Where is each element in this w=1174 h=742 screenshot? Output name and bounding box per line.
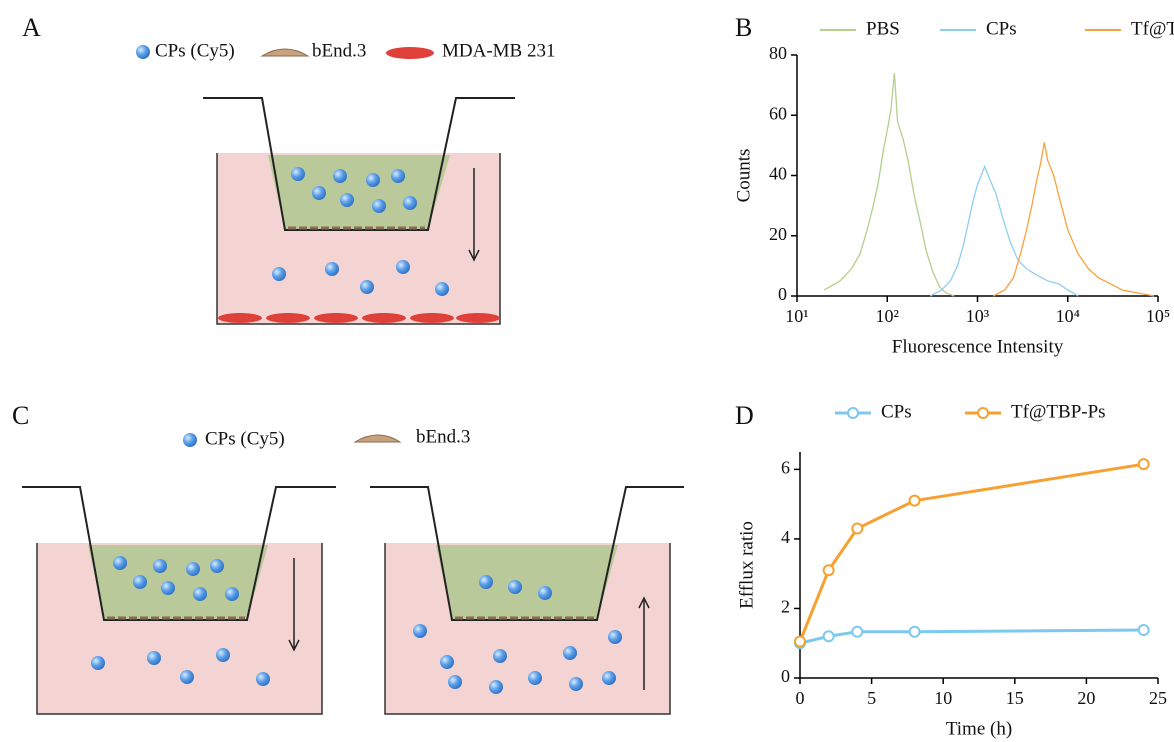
particles — [272, 167, 449, 296]
panel-label: C — [12, 401, 29, 430]
y-axis-title: Counts — [733, 149, 754, 203]
icon — [183, 433, 197, 447]
legend-label: PBS — [866, 18, 900, 39]
arrow — [288, 639, 300, 652]
legend-marker — [977, 407, 989, 419]
y-tick-label: 20 — [769, 224, 787, 244]
series-line — [798, 462, 1144, 643]
insert — [203, 97, 515, 231]
y-tick-label: 0 — [781, 666, 790, 686]
diagram-c: CPs (Cy5) bEnd.3 — [22, 426, 684, 715]
x-axis-title: Time (h) — [946, 718, 1012, 739]
y-tick-label: 80 — [769, 43, 787, 63]
data-point — [822, 564, 835, 577]
x-tick-label: 10³ — [966, 306, 990, 326]
legend-label: Tf@TBP-CPs — [1131, 18, 1174, 39]
legend-text: bEnd.3 — [416, 426, 470, 447]
well-wall — [36, 543, 323, 715]
legend-text: CPs (Cy5) — [205, 428, 285, 449]
data-point — [1137, 624, 1150, 637]
legend-label: Tf@TBP-Ps — [1011, 401, 1106, 422]
arrow — [638, 596, 650, 609]
particles — [91, 556, 622, 694]
y-tick-label: 6 — [781, 458, 790, 478]
icon — [353, 434, 402, 443]
icon — [386, 47, 434, 59]
data-point — [794, 635, 806, 648]
x-tick-label: 25 — [1149, 688, 1167, 708]
insert — [22, 486, 336, 621]
y-tick-label: 2 — [781, 597, 790, 617]
series-line — [993, 142, 1154, 297]
x-tick-label: 5 — [867, 688, 876, 708]
x-tick-label: 15 — [1006, 688, 1024, 708]
insert-medium — [436, 545, 618, 620]
legend-text: CPs (Cy5) — [155, 40, 235, 61]
legend-marker — [847, 407, 859, 419]
y-axis-title: Efflux ratio — [736, 521, 757, 609]
insert-medium — [268, 155, 450, 230]
icon — [136, 45, 150, 59]
data-point — [822, 630, 835, 643]
data-point — [851, 625, 864, 638]
icon — [260, 48, 310, 57]
data-point — [908, 494, 921, 507]
panel-label: D — [735, 401, 754, 430]
legend-text: bEnd.3 — [312, 40, 366, 61]
series-line — [930, 164, 1079, 297]
x-tick-label: 10⁴ — [1056, 306, 1080, 326]
y-tick-label: 4 — [781, 527, 790, 547]
panel-label: A — [22, 13, 41, 42]
cell-layer — [218, 313, 500, 323]
x-tick-label: 10 — [934, 688, 952, 708]
x-tick-label: 10¹ — [785, 306, 808, 326]
series-line — [823, 73, 955, 297]
legend-label: CPs — [986, 18, 1017, 39]
legend-text: MDA-MB 231 — [442, 40, 555, 61]
insert-medium — [88, 545, 268, 620]
arrow — [468, 249, 480, 262]
x-tick-label: 10² — [876, 306, 899, 326]
data-point — [1137, 458, 1150, 471]
y-tick-label: 0 — [778, 284, 787, 304]
insert — [370, 486, 684, 621]
x-tick-label: 10⁵ — [1146, 306, 1170, 326]
x-tick-label: 0 — [796, 688, 805, 708]
x-tick-label: 20 — [1077, 688, 1095, 708]
y-tick-label: 40 — [769, 164, 787, 184]
data-point — [908, 625, 921, 638]
well-wall — [216, 153, 501, 325]
legend-label: CPs — [881, 401, 912, 422]
well-wall — [384, 543, 671, 715]
y-tick-label: 60 — [769, 103, 787, 123]
x-axis-title: Fluorescence Intensity — [892, 336, 1064, 357]
diagram-a: CPs (Cy5) bEnd.3 MDA-MB 231 — [136, 40, 555, 325]
data-point — [851, 522, 864, 535]
panel-label: B — [735, 13, 752, 42]
